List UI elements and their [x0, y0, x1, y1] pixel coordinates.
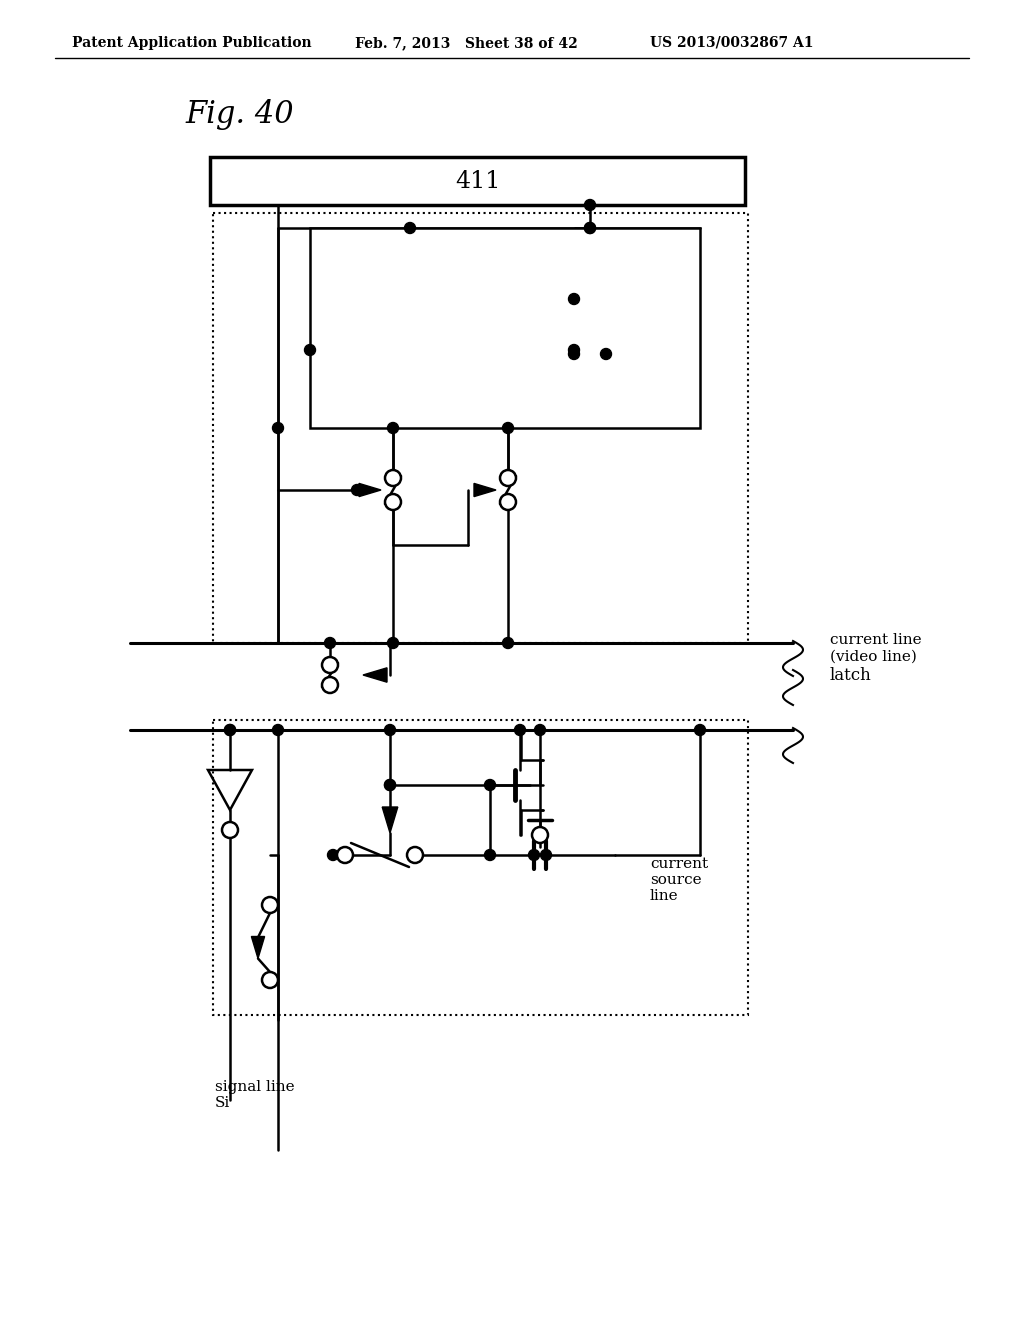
Circle shape	[385, 494, 401, 510]
Circle shape	[387, 422, 398, 433]
Polygon shape	[252, 936, 264, 958]
Circle shape	[272, 725, 284, 735]
Circle shape	[568, 345, 580, 355]
Circle shape	[304, 345, 315, 355]
Circle shape	[532, 828, 548, 843]
Circle shape	[384, 780, 395, 791]
Text: latch: latch	[830, 667, 871, 684]
Circle shape	[322, 677, 338, 693]
Circle shape	[484, 780, 496, 791]
Circle shape	[585, 199, 596, 210]
Polygon shape	[359, 483, 381, 496]
Circle shape	[600, 348, 611, 359]
Text: Fig. 40: Fig. 40	[185, 99, 294, 131]
Circle shape	[224, 725, 236, 735]
Text: US 2013/0032867 A1: US 2013/0032867 A1	[650, 36, 813, 50]
Circle shape	[568, 348, 580, 359]
Circle shape	[500, 494, 516, 510]
Bar	[210, 157, 745, 205]
Circle shape	[328, 850, 339, 861]
Text: current line
(video line): current line (video line)	[830, 634, 922, 663]
Polygon shape	[382, 807, 397, 833]
Circle shape	[694, 725, 706, 735]
Circle shape	[568, 293, 580, 305]
Circle shape	[222, 822, 238, 838]
Circle shape	[407, 847, 423, 863]
Circle shape	[503, 638, 513, 648]
Circle shape	[351, 484, 362, 495]
Circle shape	[384, 780, 395, 791]
Circle shape	[325, 638, 336, 648]
Circle shape	[322, 657, 338, 673]
Circle shape	[387, 638, 398, 648]
Text: Feb. 7, 2013   Sheet 38 of 42: Feb. 7, 2013 Sheet 38 of 42	[355, 36, 578, 50]
Polygon shape	[474, 483, 496, 496]
Bar	[213, 213, 748, 643]
Text: current
source
line: current source line	[650, 857, 709, 903]
Circle shape	[384, 725, 395, 735]
Circle shape	[404, 223, 416, 234]
Polygon shape	[362, 668, 387, 682]
Circle shape	[514, 725, 525, 735]
Circle shape	[535, 725, 546, 735]
Circle shape	[503, 422, 513, 433]
Text: 411: 411	[455, 169, 500, 193]
Bar	[310, 228, 700, 428]
Circle shape	[484, 850, 496, 861]
Text: Patent Application Publication: Patent Application Publication	[72, 36, 311, 50]
Circle shape	[262, 898, 278, 913]
Circle shape	[528, 850, 540, 861]
Circle shape	[385, 470, 401, 486]
Circle shape	[224, 725, 236, 735]
Bar	[213, 719, 748, 1015]
Circle shape	[262, 972, 278, 987]
Circle shape	[500, 470, 516, 486]
Circle shape	[585, 223, 596, 234]
Circle shape	[541, 850, 552, 861]
Circle shape	[585, 223, 596, 234]
Text: signal line
Si: signal line Si	[215, 1080, 295, 1110]
Circle shape	[337, 847, 353, 863]
Circle shape	[272, 422, 284, 433]
